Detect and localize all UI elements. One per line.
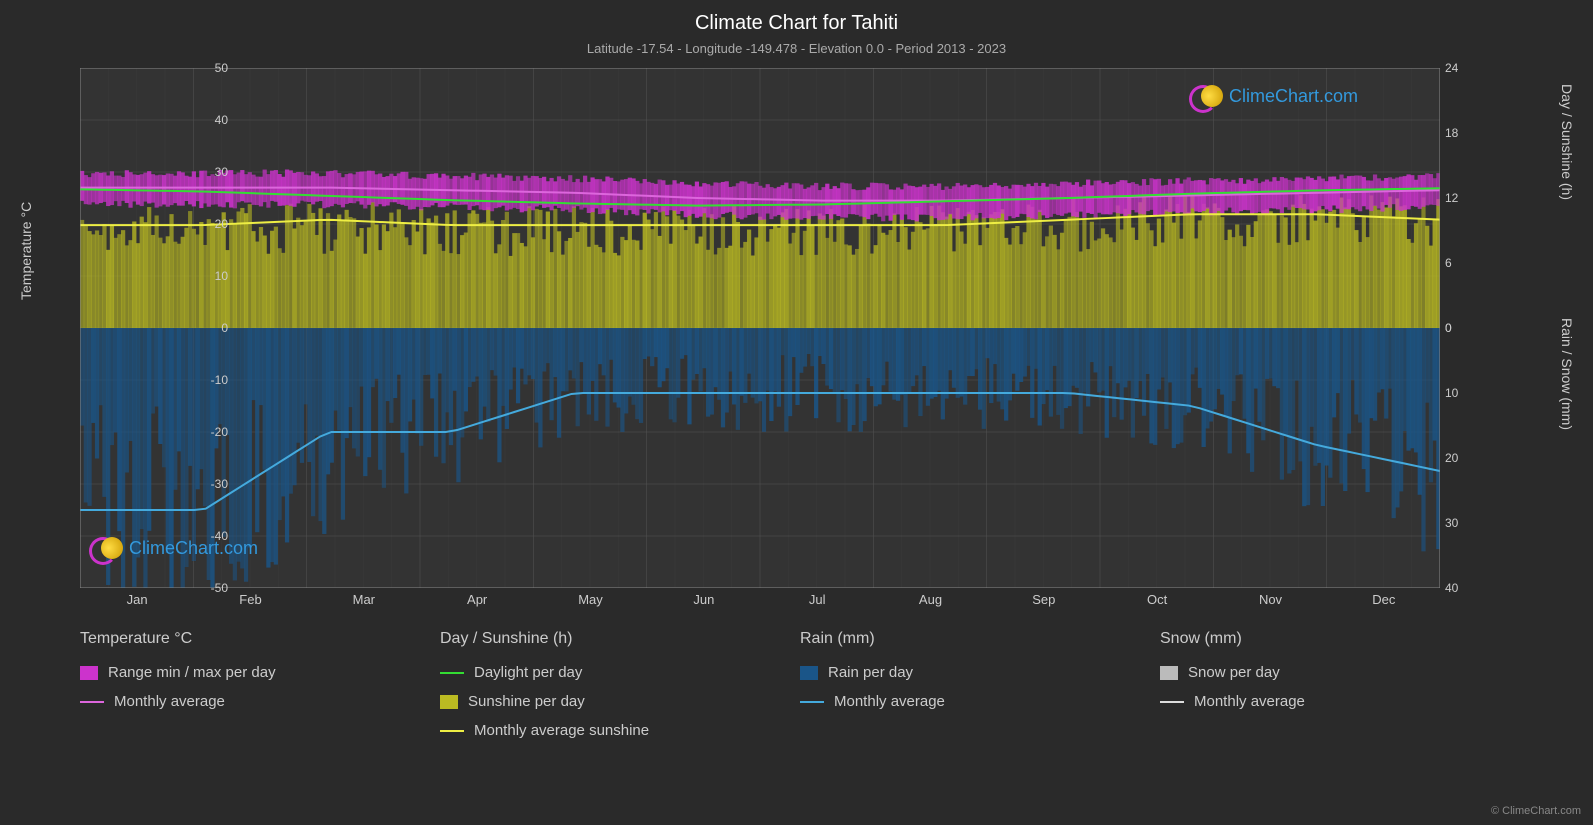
y-tick-right: 30 — [1445, 516, 1458, 530]
chart-subtitle: Latitude -17.54 - Longitude -149.478 - E… — [0, 35, 1593, 56]
legend-label: Monthly average sunshine — [474, 722, 649, 739]
x-tick-month: Jul — [761, 592, 874, 607]
watermark-bottom: ClimeChart.com — [95, 534, 258, 562]
x-tick-month: Aug — [874, 592, 987, 607]
watermark-text: ClimeChart.com — [1229, 86, 1358, 107]
legend-column: Day / Sunshine (h) Daylight per day Sunshi… — [440, 630, 800, 751]
legend-swatch-icon — [80, 666, 98, 680]
legend-line-icon — [1160, 701, 1184, 703]
chart-plot-area — [80, 68, 1440, 588]
x-tick-month: May — [534, 592, 647, 607]
y-tick-left: -10 — [193, 373, 228, 387]
x-tick-month: Apr — [421, 592, 534, 607]
legend-item: Daylight per day — [440, 664, 800, 681]
legend-item: Sunshine per day — [440, 693, 800, 710]
legend-label: Monthly average — [114, 693, 225, 710]
legend-swatch-icon — [440, 695, 458, 709]
x-tick-month: Dec — [1327, 592, 1440, 607]
y-tick-right: 0 — [1445, 321, 1452, 335]
watermark-top: ClimeChart.com — [1195, 82, 1358, 110]
y-tick-left: -30 — [193, 477, 228, 491]
y-tick-left: -20 — [193, 425, 228, 439]
legend-line-icon — [80, 701, 104, 703]
logo-icon — [95, 534, 123, 562]
legend-item: Monthly average — [800, 693, 1160, 710]
legend-header: Snow (mm) — [1160, 630, 1520, 648]
legend-label: Monthly average — [1194, 693, 1305, 710]
y-tick-left: 0 — [193, 321, 228, 335]
legend-column: Snow (mm) Snow per day Monthly average — [1160, 630, 1520, 751]
legend-column: Temperature °C Range min / max per day Mon… — [80, 630, 440, 751]
x-tick-month: Nov — [1214, 592, 1327, 607]
legend-header: Day / Sunshine (h) — [440, 630, 800, 648]
x-tick-month: Jun — [647, 592, 760, 607]
legend-item: Monthly average — [80, 693, 440, 710]
y-tick-right: 18 — [1445, 126, 1458, 140]
legend-column: Rain (mm) Rain per day Monthly average — [800, 630, 1160, 751]
x-tick-month: Oct — [1101, 592, 1214, 607]
legend-label: Daylight per day — [474, 664, 582, 681]
y-tick-right: 6 — [1445, 256, 1452, 270]
legend-label: Range min / max per day — [108, 664, 276, 681]
chart-title: Climate Chart for Tahiti — [0, 0, 1593, 35]
y-tick-left: 10 — [193, 269, 228, 283]
x-tick-month: Feb — [194, 592, 307, 607]
legend-label: Snow per day — [1188, 664, 1280, 681]
legend-item: Monthly average — [1160, 693, 1520, 710]
copyright: © ClimeChart.com — [1491, 805, 1581, 817]
legend-header: Rain (mm) — [800, 630, 1160, 648]
y-tick-right: 10 — [1445, 386, 1458, 400]
y-tick-right: 20 — [1445, 451, 1458, 465]
climate-chart-svg — [80, 68, 1440, 588]
y-tick-left: 30 — [193, 165, 228, 179]
legend-label: Sunshine per day — [468, 693, 585, 710]
legend-line-icon — [440, 730, 464, 732]
legend-header: Temperature °C — [80, 630, 440, 648]
legend-item: Rain per day — [800, 664, 1160, 681]
y-tick-right: 24 — [1445, 61, 1458, 75]
legend-line-icon — [440, 672, 464, 674]
legend-line-icon — [800, 701, 824, 703]
y-axis-right-bottom-label: Rain / Snow (mm) — [1559, 318, 1575, 430]
y-tick-left: 50 — [193, 61, 228, 75]
legend-label: Rain per day — [828, 664, 913, 681]
x-tick-month: Sep — [987, 592, 1100, 607]
x-tick-month: Jan — [81, 592, 194, 607]
y-axis-right-top-label: Day / Sunshine (h) — [1559, 84, 1575, 200]
y-tick-right: 12 — [1445, 191, 1458, 205]
legend: Temperature °C Range min / max per day Mon… — [80, 630, 1520, 751]
y-axis-left-label: Temperature °C — [18, 202, 34, 300]
y-tick-left: 40 — [193, 113, 228, 127]
y-tick-right: 40 — [1445, 581, 1458, 595]
y-tick-left: -40 — [193, 529, 228, 543]
x-tick-month: Mar — [307, 592, 420, 607]
legend-item: Range min / max per day — [80, 664, 440, 681]
legend-swatch-icon — [1160, 666, 1178, 680]
legend-item: Monthly average sunshine — [440, 722, 800, 739]
y-tick-left: 20 — [193, 217, 228, 231]
legend-label: Monthly average — [834, 693, 945, 710]
legend-swatch-icon — [800, 666, 818, 680]
logo-icon — [1195, 82, 1223, 110]
legend-item: Snow per day — [1160, 664, 1520, 681]
